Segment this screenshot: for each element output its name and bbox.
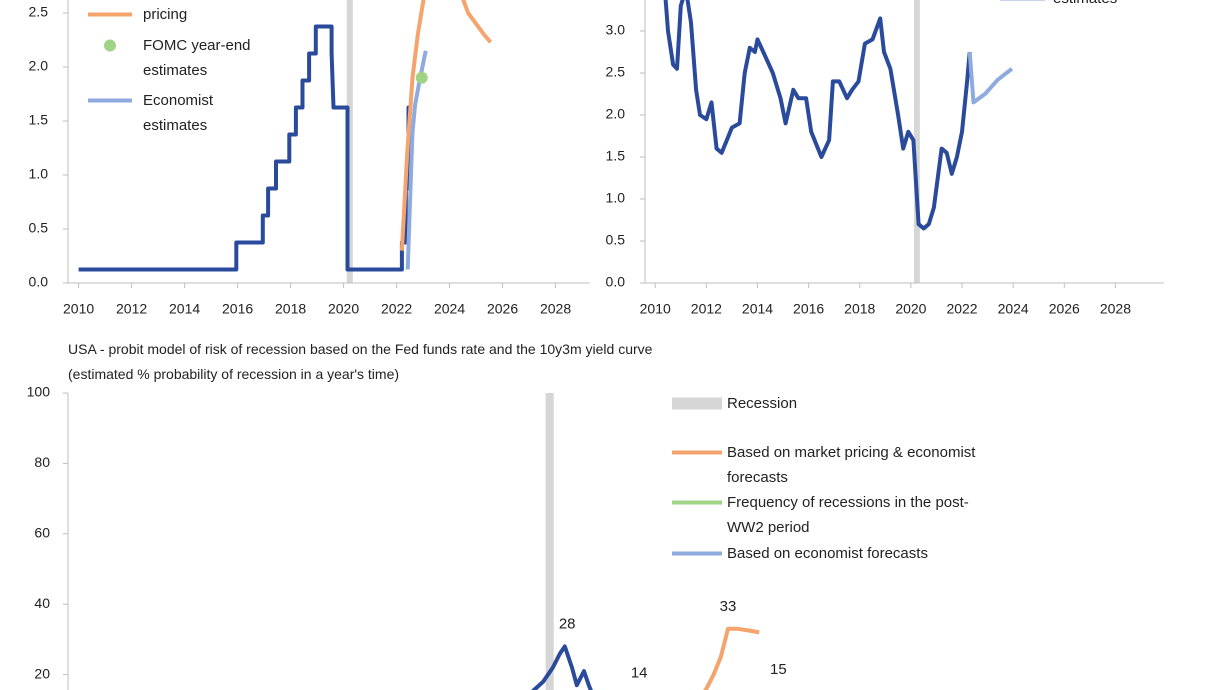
recession-band	[346, 0, 353, 283]
y-tick-label: 3.0	[606, 22, 626, 38]
data-label: 28	[559, 615, 576, 632]
y-tick-label: 0.0	[606, 274, 626, 290]
chart-subtitle: (estimated % probability of recession in…	[68, 366, 400, 382]
recession-band	[545, 393, 554, 690]
legend-label: Economist estimates	[143, 92, 214, 134]
legend-label: FOMC year-end estimates	[143, 37, 251, 79]
x-tick-label: 2010	[63, 301, 94, 317]
y-tick-label: 2.0	[606, 106, 626, 122]
x-tick-label: 2018	[844, 301, 875, 317]
x-tick-label: 2026	[1049, 301, 1080, 317]
x-tick-label: 2022	[946, 301, 977, 317]
series-line	[663, 0, 972, 231]
y-tick-label: 1.5	[29, 112, 49, 128]
x-tick-label: 2010	[640, 301, 671, 317]
x-tick-label: 2022	[381, 301, 412, 317]
y-tick-label: 1.0	[29, 166, 49, 182]
series-line	[703, 626, 760, 690]
series-line	[530, 644, 593, 690]
legend-label: Based on economist forecasts	[727, 545, 928, 562]
y-tick-label: 1.5	[606, 148, 626, 164]
y-tick-label: 60	[34, 525, 50, 541]
x-tick-label: 2026	[487, 301, 518, 317]
x-tick-label: 2028	[540, 301, 571, 317]
legend-label: pricing	[143, 6, 188, 23]
legend-label: Recession	[727, 395, 798, 412]
y-tick-label: 2.5	[29, 4, 49, 20]
x-tick-label: 2028	[1100, 301, 1131, 317]
y-tick-label: 0.5	[29, 220, 49, 236]
y-tick-label: 20	[34, 665, 50, 681]
x-tick-label: 2020	[328, 301, 359, 317]
x-tick-label: 2024	[434, 301, 465, 317]
data-label: 14	[631, 665, 648, 682]
legend-label: estimates	[1053, 0, 1178, 11]
chart-title: USA - probit model of risk of recession …	[68, 341, 653, 357]
x-tick-label: 2018	[275, 301, 306, 317]
legend-swatch	[672, 397, 722, 410]
marker	[415, 71, 428, 84]
x-tick-label: 2016	[222, 301, 253, 317]
y-tick-label: 80	[34, 454, 50, 470]
y-tick-label: 2.0	[29, 58, 49, 74]
x-tick-label: 2014	[169, 301, 200, 317]
legend-label: Based on market pricing & economist fore…	[727, 444, 976, 486]
y-tick-label: 40	[34, 595, 50, 611]
x-tick-label: 2012	[691, 301, 722, 317]
y-tick-label: 1.0	[606, 190, 626, 206]
y-tick-label: 0.5	[606, 232, 626, 248]
x-tick-label: 2020	[895, 301, 926, 317]
x-tick-label: 2014	[742, 301, 773, 317]
recession-band	[913, 0, 920, 283]
x-tick-label: 2024	[998, 301, 1029, 317]
x-tick-label: 2016	[793, 301, 824, 317]
data-label: 33	[720, 598, 737, 615]
y-tick-label: 2.5	[606, 64, 626, 80]
series-line	[399, 0, 493, 251]
legend-swatch	[104, 39, 116, 52]
data-label: 15	[770, 661, 787, 678]
y-tick-label: 0.0	[29, 274, 49, 290]
y-tick-label: 100	[27, 384, 51, 400]
series-line	[967, 51, 1014, 105]
legend-label: Frequency of recessions in the post-WW2 …	[727, 494, 969, 536]
x-tick-label: 2012	[116, 301, 147, 317]
